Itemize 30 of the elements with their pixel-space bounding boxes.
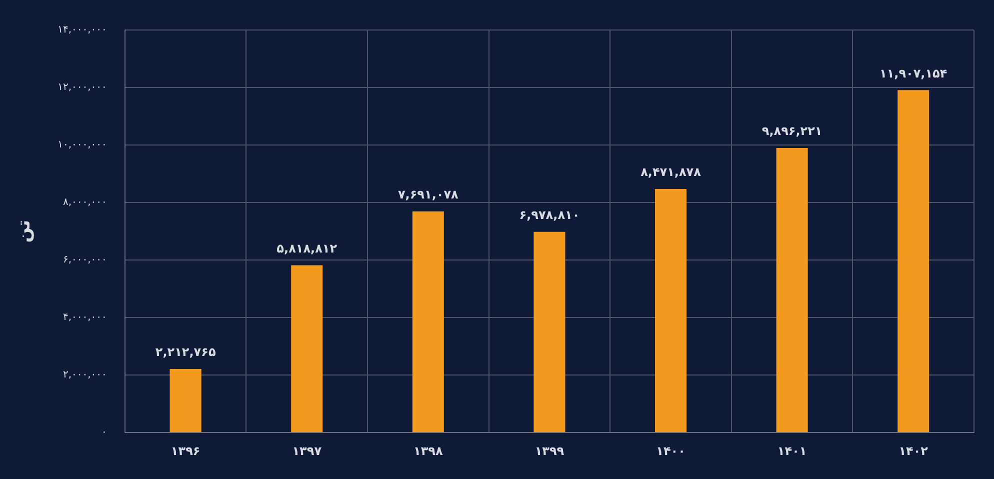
data-label: ۵,۸۱۸,۸۱۲	[276, 241, 338, 256]
x-tick-label: ۱۴۰۱	[777, 444, 807, 458]
y-tick-label: ۲,۰۰۰,۰۰۰	[62, 370, 107, 381]
data-label: ۱۱,۹۰۷,۱۵۴	[879, 66, 948, 80]
y-tick-label: ۱۰,۰۰۰,۰۰۰	[58, 140, 107, 151]
x-tick-label: ۱۳۹۶	[170, 444, 200, 458]
y-tick-label: ۰	[102, 427, 107, 438]
bar	[654, 188, 687, 432]
x-tick-label: ۱۳۹۸	[414, 444, 444, 458]
y-axis-title: تن	[13, 220, 34, 243]
x-tick-label: ۱۳۹۷	[292, 444, 322, 458]
bar	[170, 368, 202, 432]
data-label: ۸,۴۷۱,۸۷۸	[640, 165, 702, 180]
bar	[898, 90, 930, 432]
data-label: ۹,۸۹۶,۲۲۱	[762, 124, 822, 138]
bar	[291, 265, 323, 432]
x-tick-label: ۱۴۰۰	[656, 444, 686, 458]
bar	[776, 148, 808, 432]
bar	[534, 232, 566, 432]
data-label: ۷,۶۹۱,۰۷۸	[398, 188, 460, 202]
bar	[412, 211, 444, 432]
data-label: ۶,۹۷۸,۸۱۰	[519, 208, 580, 222]
y-tick-label: ۴,۰۰۰,۰۰۰	[62, 312, 107, 324]
y-tick-label: ۶,۰۰۰,۰۰۰	[62, 254, 107, 266]
data-label: ۲,۲۱۲,۷۶۵	[155, 345, 216, 360]
x-tick-label: ۱۳۹۹	[534, 444, 565, 458]
y-tick-label: ۱۴,۰۰۰,۰۰۰	[58, 24, 107, 36]
y-tick-label: ۱۲,۰۰۰,۰۰۰	[58, 82, 107, 94]
y-tick-label: ۸,۰۰۰,۰۰۰	[62, 197, 107, 208]
x-tick-label: ۱۴۰۲	[898, 444, 929, 458]
